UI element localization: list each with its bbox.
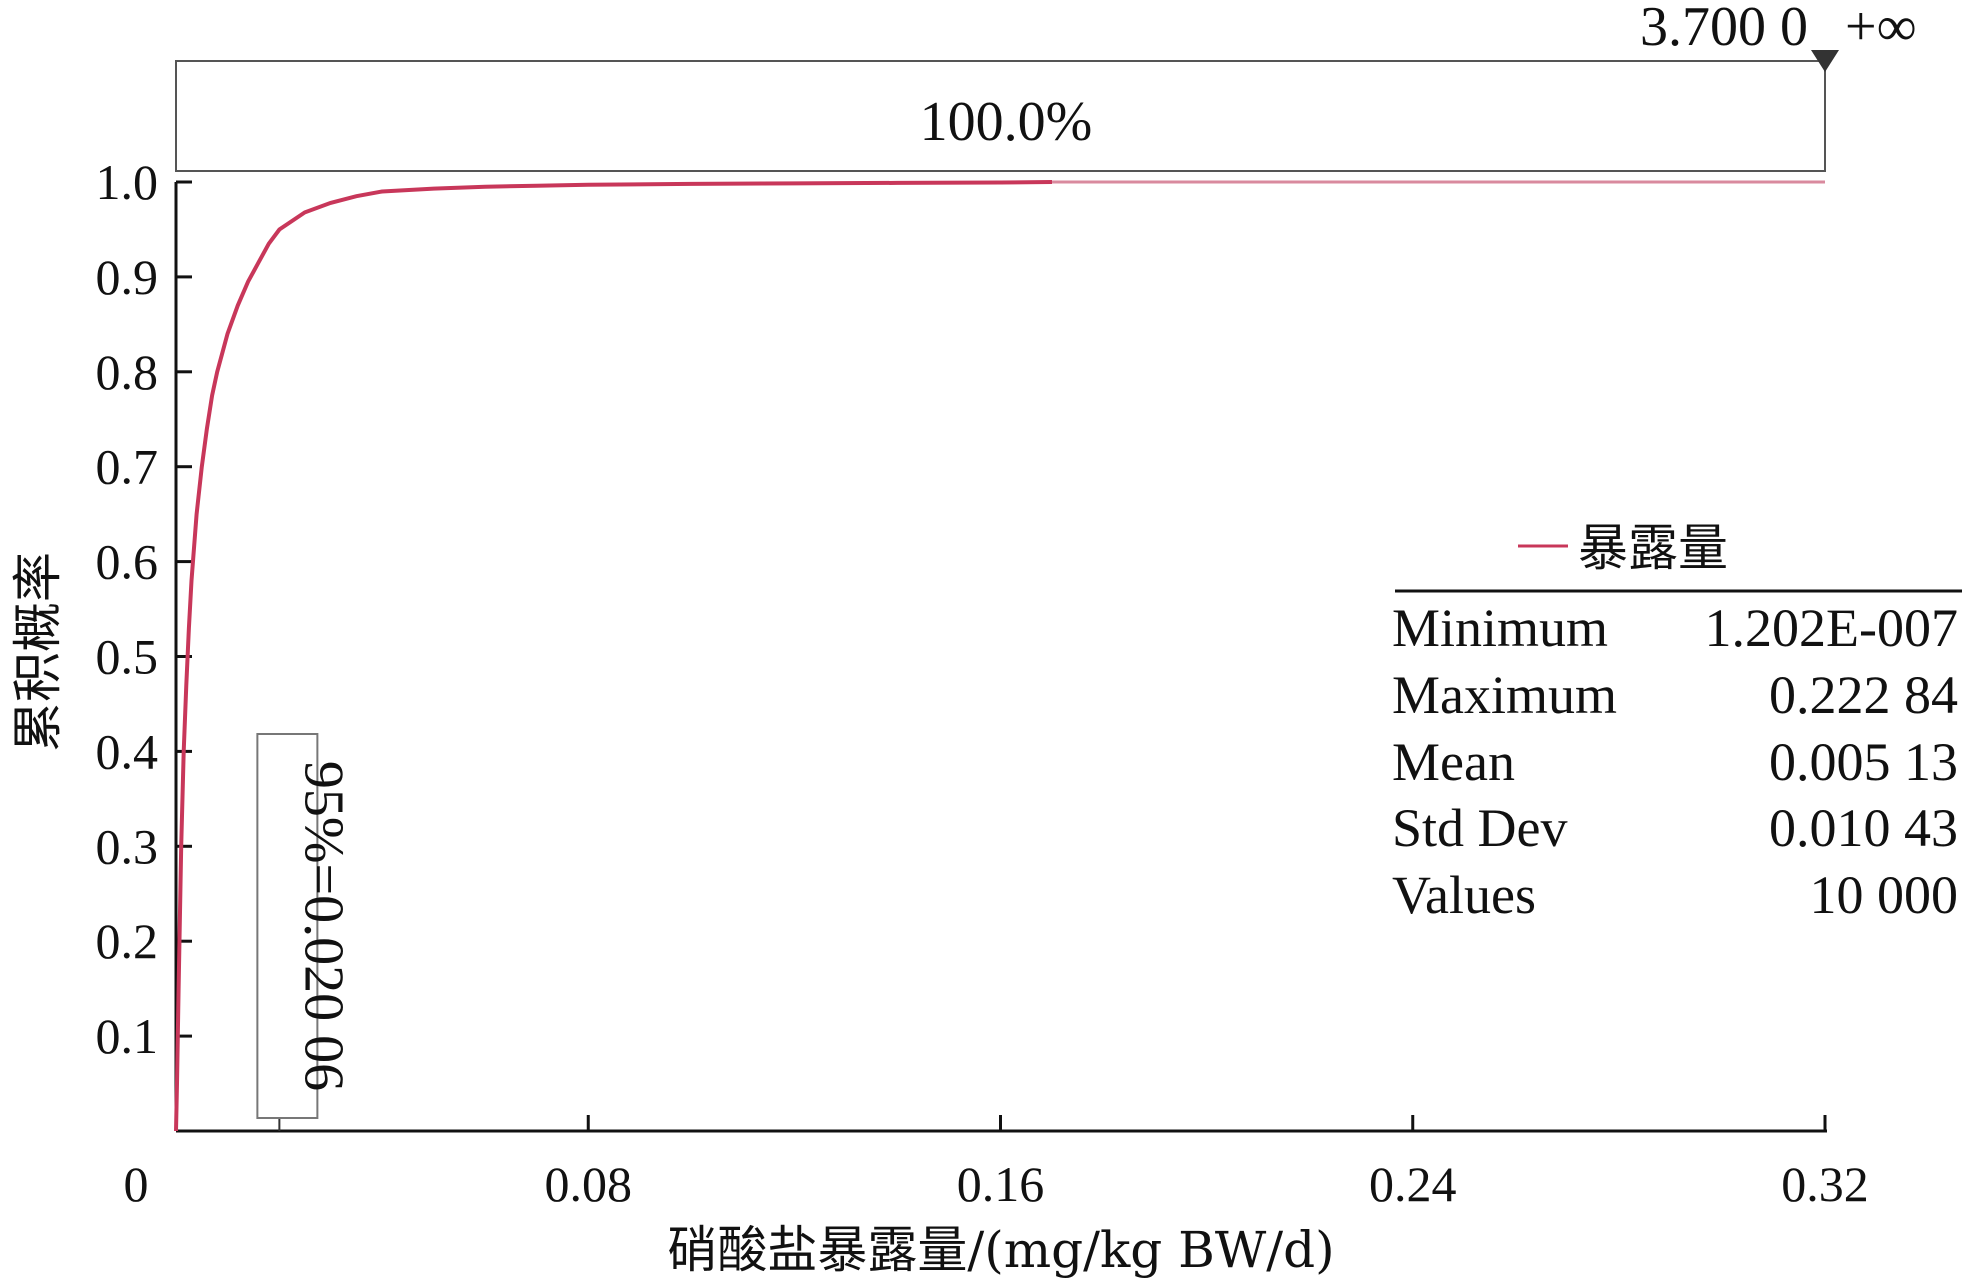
x-tick-label: 0.08 — [545, 1156, 633, 1212]
stats-table: Minimum 1.202E-007 Maximum 0.222 84 Mean 0.00… — [1392, 598, 1958, 925]
percentile-marker-box — [256, 733, 319, 1119]
stats-row-name: Values — [1392, 865, 1536, 925]
range-bar-inf-label: +∞ — [1845, 0, 1917, 58]
stats-row-value: 0.010 43 — [1769, 798, 1958, 858]
x-tick-label: 0.24 — [1369, 1156, 1457, 1212]
stats-row-value: 10 000 — [1810, 865, 1959, 925]
stats-row-name: Minimum — [1392, 598, 1608, 658]
stats-row-name: Mean — [1392, 732, 1515, 792]
stats-row-name: Std Dev — [1392, 798, 1568, 858]
range-bar-marker-triangle — [1811, 50, 1839, 72]
x-axis-title: 硝酸盐暴露量/(mg/kg BW/d) — [667, 1221, 1334, 1279]
series-line-exposure — [174, 180, 1053, 1132]
stats-row-value: 1.202E-007 — [1705, 598, 1958, 658]
x-tick-label: 0.16 — [957, 1156, 1045, 1212]
y-axis-title: 累积概率 — [9, 552, 67, 752]
y-tick-label: 0.9 — [96, 249, 159, 305]
x-tick-label: 0 — [124, 1156, 149, 1212]
legend-label: 暴露量 — [1578, 519, 1728, 577]
y-tick-label: 0.6 — [96, 534, 159, 590]
x-ticks: 0 0.08 0.16 0.24 0.32 — [124, 1115, 1869, 1212]
y-tick-label: 0.4 — [96, 723, 159, 779]
stats-row-value: 0.005 13 — [1769, 732, 1958, 792]
stats-row-value: 0.222 84 — [1769, 665, 1958, 725]
y-ticks: 0.1 0.2 0.3 0.4 0.5 0.6 0.7 0.8 0.9 1.0 — [96, 154, 192, 1064]
range-bar-label: 100.0% — [920, 91, 1093, 153]
y-tick-label: 1.0 — [96, 154, 159, 210]
percentile-marker-label: 95%=0.020 06 — [292, 761, 354, 1091]
y-tick-label: 0.2 — [96, 913, 159, 969]
y-tick-label: 0.1 — [96, 1008, 159, 1064]
y-tick-label: 0.7 — [96, 439, 159, 495]
y-tick-label: 0.5 — [96, 629, 159, 685]
x-tick-label: 0.32 — [1781, 1156, 1869, 1212]
stats-row-name: Maximum — [1392, 665, 1617, 725]
range-bar-max-label: 3.700 0 — [1640, 0, 1808, 58]
range-bar — [175, 60, 1826, 172]
y-tick-label: 0.3 — [96, 818, 159, 874]
y-tick-label: 0.8 — [96, 344, 159, 400]
